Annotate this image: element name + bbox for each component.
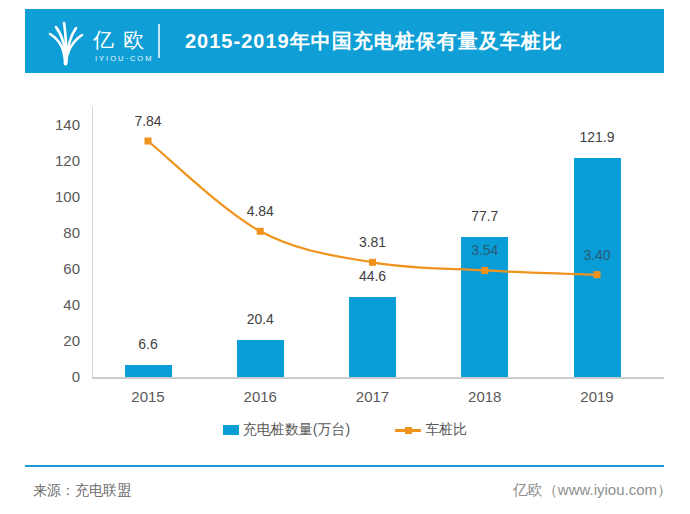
line-point-label: 3.54 (471, 241, 498, 259)
line-point-label: 7.84 (134, 112, 161, 130)
y-axis-line (92, 107, 93, 378)
bar (574, 158, 621, 377)
footer-divider (25, 465, 664, 467)
bar-value-label: 121.9 (579, 128, 614, 146)
y-tick-label: 120 (0, 152, 80, 170)
brand-logo: 亿欧 IYIOU·COM (43, 18, 183, 66)
x-tick-label: 2019 (580, 388, 613, 406)
bar (125, 365, 172, 377)
bar-value-label: 20.4 (247, 310, 274, 328)
header-divider (158, 24, 160, 58)
bar (237, 340, 284, 377)
chart-page: 亿欧 IYIOU·COM 2015-2019年中国充电桩保有量及车桩比 0 20 4… (0, 0, 690, 514)
chart-title: 2015-2019年中国充电桩保有量及车桩比 (185, 9, 563, 73)
brand-name: 亿欧 (93, 26, 153, 54)
legend-label-bars: 充电桩数量(万台) (243, 421, 350, 439)
y-tick-label: 60 (0, 260, 80, 278)
x-tick-label: 2015 (131, 388, 164, 406)
x-tick-label: 2016 (244, 388, 277, 406)
legend-label-line: 车桩比 (425, 421, 467, 439)
y-tick-label: 40 (0, 296, 80, 314)
y-tick-label: 80 (0, 224, 80, 242)
x-tick-label: 2018 (468, 388, 501, 406)
x-tick-label: 2017 (356, 388, 389, 406)
line-marker (369, 259, 376, 266)
header-band: 亿欧 IYIOU·COM 2015-2019年中国充电桩保有量及车桩比 (25, 9, 664, 73)
bar-swatch-icon (223, 425, 239, 435)
x-axis-line (92, 377, 664, 379)
bar-value-label: 6.6 (138, 335, 157, 353)
bar-value-label: 77.7 (471, 207, 498, 225)
legend-item-line: 车桩比 (395, 421, 467, 439)
line-point-label: 3.81 (359, 233, 386, 251)
legend-item-bars: 充电桩数量(万台) (223, 421, 350, 439)
credit-note: 亿欧（www.iyiou.com） (513, 481, 672, 500)
brand-domain: IYIOU·COM (95, 54, 153, 63)
line-marker (145, 138, 152, 145)
bar (349, 297, 396, 377)
line-point-label: 4.84 (247, 202, 274, 220)
bar-value-label: 44.6 (359, 267, 386, 285)
source-note: 来源：充电联盟 (33, 482, 131, 500)
line-marker (257, 228, 264, 235)
legend: 充电桩数量(万台) 车桩比 (0, 421, 690, 439)
y-tick-label: 140 (0, 116, 80, 134)
y-tick-label: 20 (0, 332, 80, 350)
y-tick-label: 0 (0, 368, 80, 386)
yiou-logo-icon (45, 20, 87, 66)
line-marker-swatch-icon (395, 426, 421, 434)
y-tick-label: 100 (0, 188, 80, 206)
line-point-label: 3.40 (583, 246, 610, 264)
